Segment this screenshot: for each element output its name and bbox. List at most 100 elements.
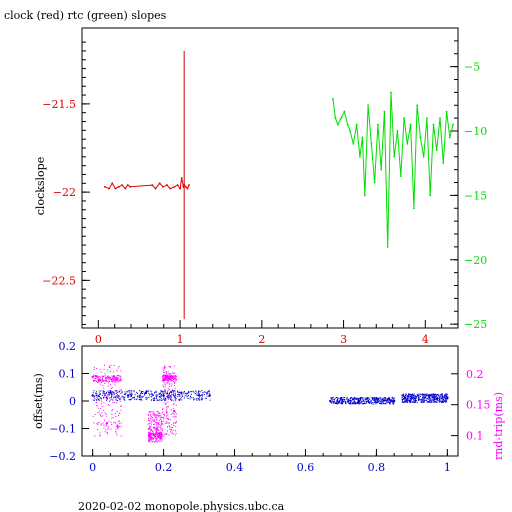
offset-point (96, 396, 98, 398)
offset-point (139, 399, 141, 401)
offset-point (410, 399, 412, 401)
offset-point (357, 399, 359, 401)
rnd-trip-point (175, 421, 177, 423)
rnd-trip-point (155, 440, 157, 442)
offset-point (382, 399, 384, 401)
offset-point (159, 399, 161, 401)
rnd-trip-point (164, 423, 166, 425)
offset-point (346, 397, 348, 398)
offset-point (199, 391, 201, 393)
rnd-trip-point (173, 365, 175, 367)
bottom-y-label: offset(ms) (32, 373, 45, 429)
offset-point (202, 394, 204, 396)
rnd-trip-point (152, 432, 154, 434)
rnd-trip-point (168, 379, 170, 381)
rtc-point (439, 117, 441, 120)
rnd-trip-point (156, 414, 158, 416)
rnd-trip-point (165, 372, 167, 374)
offset-point (414, 396, 416, 398)
clock-point (121, 184, 123, 186)
offset-point (421, 398, 423, 400)
rnd-trip-point (110, 388, 112, 390)
top-series-group (103, 50, 454, 320)
rnd-trip-point (173, 413, 175, 415)
offset-point (407, 399, 409, 400)
rnd-trip-point (148, 434, 150, 436)
rnd-trip-point (164, 386, 166, 388)
rnd-trip-point (104, 373, 106, 375)
offset-point (360, 397, 361, 398)
rnd-trip-point (166, 382, 168, 384)
rnd-trip-point (117, 377, 119, 379)
rnd-trip-point (158, 415, 160, 417)
offset-point (155, 394, 157, 396)
rnd-trip-point (102, 380, 104, 381)
rnd-trip-point (167, 417, 169, 419)
offset-point (126, 395, 128, 397)
rnd-trip-point (98, 390, 100, 392)
offset-point (340, 399, 342, 401)
rnd-trip-point (102, 378, 104, 380)
offset-point (374, 399, 376, 401)
offset-point (195, 398, 197, 400)
offset-point (436, 394, 438, 396)
offset-point (121, 392, 123, 393)
offset-point (430, 394, 432, 396)
rnd-trip-point (154, 415, 156, 417)
offset-point (168, 397, 170, 399)
rnd-trip-point (110, 370, 112, 372)
rnd-trip-point (164, 379, 166, 381)
offset-point (123, 398, 125, 400)
rnd-trip-point (147, 414, 149, 416)
offset-point (365, 397, 367, 399)
offset-point (98, 399, 100, 401)
offset-point (142, 396, 143, 398)
offset-point (102, 390, 104, 392)
offset-point (440, 400, 442, 402)
offset-point (109, 399, 111, 401)
rnd-trip-point (149, 431, 151, 433)
rnd-trip-point (108, 427, 110, 429)
offset-point (179, 398, 181, 400)
offset-point (349, 398, 351, 400)
rnd-trip-point (160, 426, 162, 428)
rnd-trip-point (171, 377, 173, 379)
rnd-trip-point (161, 422, 163, 424)
offset-point (391, 399, 392, 401)
bottom-x-axis: 0 0.2 0.4 0.6 0.8 1 (89, 449, 451, 474)
offset-point (436, 399, 438, 401)
offset-point (157, 399, 158, 401)
offset-point (370, 400, 372, 402)
rnd-trip-point (102, 385, 104, 386)
offset-point (144, 392, 146, 394)
offset-point (353, 399, 355, 401)
rnd-trip-point (112, 378, 114, 380)
rnd-trip-point (170, 379, 172, 381)
rnd-trip-point (153, 414, 155, 416)
rnd-trip-point (162, 370, 164, 372)
offset-point (410, 394, 412, 396)
offset-point (392, 400, 394, 402)
rnd-trip-point (163, 375, 165, 377)
offset-point (106, 399, 107, 401)
offset-point (373, 398, 375, 400)
rnd-trip-point (119, 379, 121, 381)
offset-point (446, 394, 447, 396)
rnd-trip-point (158, 420, 160, 422)
offset-point (360, 397, 362, 399)
offset-point (393, 398, 395, 400)
rnd-trip-point (149, 428, 151, 430)
offset-point (381, 399, 383, 401)
rnd-trip-point (109, 400, 111, 402)
rnd-trip-point (148, 423, 150, 424)
offset-point (343, 401, 345, 403)
offset-point (382, 398, 383, 400)
offset-point (369, 402, 371, 404)
offset-point (439, 396, 440, 398)
rnd-trip-point (117, 427, 119, 429)
offset-point (112, 399, 114, 401)
rnd-trip-point (104, 412, 106, 414)
rnd-trip-point (166, 422, 168, 424)
offset-point (115, 396, 117, 398)
rtc-point (452, 123, 454, 126)
